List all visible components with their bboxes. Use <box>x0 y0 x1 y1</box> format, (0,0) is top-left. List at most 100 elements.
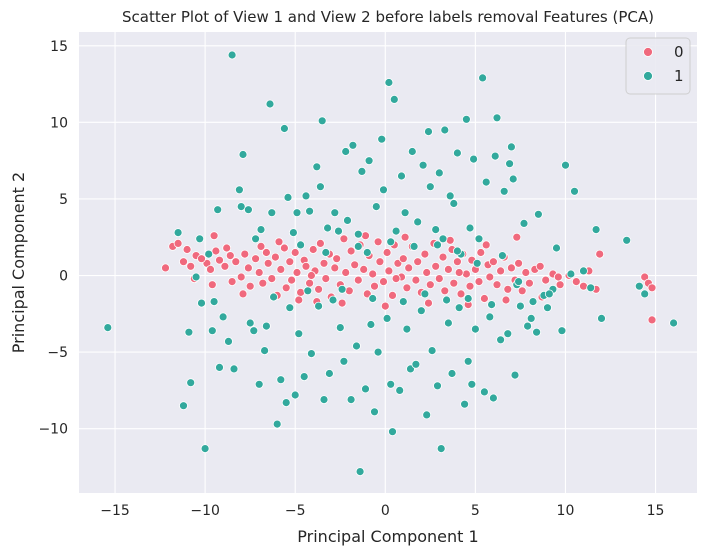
data-point <box>274 237 284 247</box>
data-point <box>490 151 500 161</box>
legend-marker <box>643 47 653 57</box>
series-1 <box>103 50 678 477</box>
x-axis-ticks: −15 −10 −5 0 5 10 15 <box>100 503 664 519</box>
data-point <box>465 223 475 233</box>
data-point <box>375 257 385 267</box>
chart-title: Scatter Plot of View 1 and View 2 before… <box>122 8 654 26</box>
data-point <box>292 208 302 218</box>
data-point <box>261 248 271 257</box>
data-point <box>474 234 484 244</box>
data-point <box>370 281 379 291</box>
data-point <box>386 379 396 389</box>
data-point <box>512 232 522 242</box>
data-point <box>243 263 253 273</box>
data-point <box>306 271 316 280</box>
data-point <box>380 301 390 311</box>
data-point <box>319 395 329 405</box>
data-point <box>254 268 264 277</box>
data-point <box>586 283 596 293</box>
data-point <box>249 326 259 336</box>
data-point <box>440 286 450 296</box>
data-point <box>346 395 356 405</box>
data-point <box>389 95 399 104</box>
data-point <box>535 261 545 271</box>
plot-background <box>79 32 697 493</box>
x-tick-label: −5 <box>285 503 306 519</box>
data-point <box>472 258 482 268</box>
data-point <box>350 260 360 270</box>
data-point <box>434 168 444 178</box>
data-point <box>561 160 570 170</box>
data-point <box>555 280 565 290</box>
data-point <box>398 254 408 264</box>
data-point <box>312 162 322 172</box>
data-point <box>270 252 280 262</box>
data-point <box>497 251 507 261</box>
data-point <box>597 313 606 323</box>
data-point <box>445 235 455 245</box>
data-point <box>197 254 206 264</box>
data-point <box>343 215 352 225</box>
data-point <box>373 237 383 247</box>
data-point <box>334 226 343 236</box>
data-point <box>557 326 567 336</box>
data-point <box>416 306 426 316</box>
data-point <box>487 300 497 310</box>
data-point <box>314 301 324 311</box>
data-point <box>402 283 412 293</box>
data-point <box>348 140 358 150</box>
data-point <box>173 238 183 248</box>
data-point <box>204 249 214 259</box>
data-point <box>647 283 657 293</box>
data-point <box>422 410 432 420</box>
data-point <box>272 419 282 429</box>
data-point <box>541 275 551 285</box>
data-point <box>418 160 428 170</box>
data-point <box>173 228 183 238</box>
data-point <box>256 241 266 251</box>
data-point <box>505 159 515 169</box>
data-point <box>344 286 354 296</box>
data-point <box>301 261 311 271</box>
data-point <box>492 113 502 123</box>
data-point <box>285 303 295 313</box>
data-point <box>265 99 275 109</box>
data-point <box>570 186 579 196</box>
data-point <box>290 248 300 257</box>
data-point <box>184 327 194 337</box>
data-point <box>292 268 302 277</box>
data-point <box>488 257 498 267</box>
data-point <box>337 298 347 308</box>
data-point <box>251 234 261 244</box>
data-point <box>479 294 489 303</box>
data-point <box>516 301 525 311</box>
data-point <box>398 297 408 307</box>
data-point <box>281 283 291 293</box>
data-point <box>449 278 459 288</box>
data-point <box>452 148 462 158</box>
data-point <box>269 292 279 302</box>
data-point <box>324 369 334 378</box>
data-point <box>279 124 289 133</box>
data-point <box>213 205 223 215</box>
data-point <box>469 154 479 164</box>
data-point <box>161 263 170 273</box>
data-point <box>283 192 293 202</box>
data-point <box>470 324 480 334</box>
data-point <box>521 268 531 277</box>
y-tick-label: 5 <box>59 192 68 208</box>
data-point <box>388 427 397 437</box>
data-point <box>384 266 394 276</box>
data-point <box>267 274 277 284</box>
data-point <box>544 289 554 299</box>
data-point <box>218 312 228 322</box>
data-point <box>337 284 347 294</box>
data-point <box>254 379 264 389</box>
data-point <box>503 284 513 294</box>
data-point <box>571 277 581 287</box>
data-point <box>364 156 374 166</box>
data-point <box>215 362 224 372</box>
data-point <box>256 225 266 235</box>
legend: 01 <box>625 37 691 95</box>
data-point <box>404 263 414 273</box>
